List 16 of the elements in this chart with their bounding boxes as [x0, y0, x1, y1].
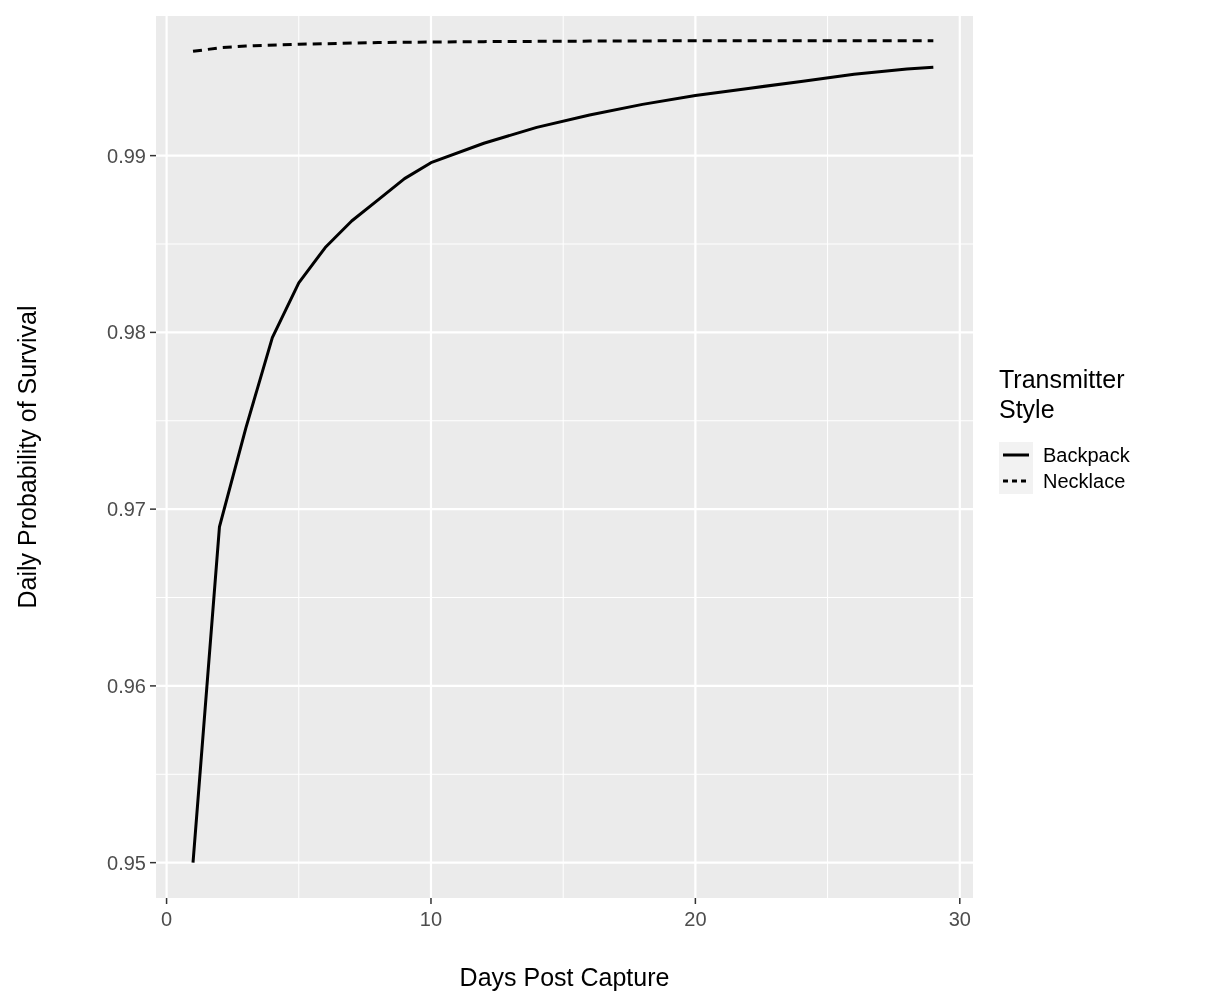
y-tick-label: 0.98 — [107, 321, 146, 344]
y-tick-label: 0.96 — [107, 674, 146, 697]
legend-label: Necklace — [1043, 470, 1126, 492]
x-tick-label: 30 — [948, 908, 971, 930]
legend-label: Backpack — [1043, 444, 1131, 466]
x-tick-label: 0 — [161, 908, 173, 930]
x-tick-label: 10 — [419, 908, 443, 930]
y-axis-title: Daily Probability of Survival — [13, 305, 41, 609]
x-axis-title: Days Post Capture — [459, 963, 670, 991]
legend-title: Transmitter Style — [999, 365, 1125, 423]
line-series — [191, 65, 935, 865]
y-tick-label: 0.97 — [107, 498, 146, 521]
y-tick-label: 0.99 — [107, 144, 146, 167]
line-series — [191, 39, 935, 53]
y-tick-label: 0.95 — [107, 851, 146, 874]
x-tick-label: 20 — [684, 908, 707, 930]
